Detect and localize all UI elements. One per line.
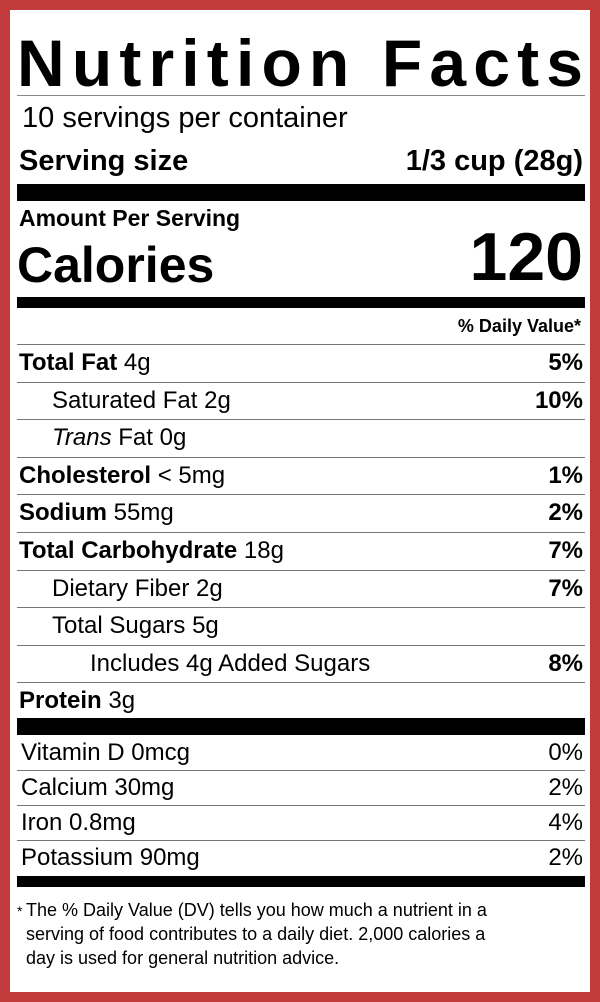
nutrient-amount: 5g	[192, 612, 219, 640]
rule	[17, 569, 585, 571]
rule	[17, 95, 585, 96]
rule	[17, 644, 585, 646]
nutrient-amount: < 5mg	[157, 461, 226, 489]
thick-bar	[17, 297, 585, 308]
nutrient-label: Total Fat 4g	[19, 348, 151, 378]
daily-value: 5%	[548, 349, 583, 376]
nutrient-name: Total Carbohydrate	[19, 537, 238, 564]
rule	[17, 456, 585, 458]
thick-bar	[17, 718, 585, 735]
vitamin-label: Vitamin D 0mcg	[21, 738, 190, 768]
rule	[17, 770, 585, 771]
nutrient-amount: 2g	[196, 574, 223, 602]
nutrient-amount: 4g	[123, 349, 151, 376]
nutrient-name: Cholesterol	[19, 461, 152, 489]
daily-value: 2%	[548, 844, 583, 871]
vitamin-amount: 0.8mg	[69, 809, 136, 836]
vitamin-name: Iron	[21, 809, 63, 836]
serving-size-label: Serving size	[19, 145, 189, 177]
thick-bar	[17, 876, 585, 887]
thick-bar	[17, 184, 585, 201]
title-box: Nutrition Facts	[17, 26, 583, 98]
footnote-line: The % Daily Value (DV) tells you how muc…	[26, 900, 487, 920]
calories-label: Calories	[17, 237, 215, 293]
daily-value: 2%	[548, 499, 583, 527]
vitamin-amount: 90mg	[139, 844, 200, 871]
amount-per-serving: Amount Per Serving	[19, 205, 241, 231]
nutrient-amount: 0g	[159, 424, 187, 452]
nutrient-label: Cholesterol < 5mg	[19, 461, 225, 491]
vitamin-label: Iron 0.8mg	[21, 808, 136, 838]
rule	[17, 682, 585, 684]
daily-value: 10%	[534, 386, 583, 414]
nutrient-label: Sodium 55mg	[19, 498, 174, 528]
calories-value: 120	[469, 219, 583, 295]
nutrient-name: Sodium	[19, 499, 107, 527]
vitamin-label: Potassium 90mg	[21, 843, 200, 873]
nutrient-label: Dietary Fiber 2g	[52, 574, 223, 604]
nutrient-label: Total Sugars 5g	[52, 611, 219, 641]
nutrient-name-italic: Trans	[52, 424, 112, 452]
vitamin-name: Calcium	[21, 774, 108, 801]
footnote-line: serving of food contributes to a daily d…	[26, 924, 486, 944]
daily-value: 4%	[548, 809, 583, 836]
nutrient-name: Includes 4g Added Sugars	[90, 649, 371, 677]
rule	[17, 805, 585, 806]
vitamin-amount: 30mg	[114, 774, 175, 801]
vitamin-label: Calcium 30mg	[21, 773, 174, 803]
nutrient-name: Total Fat	[19, 349, 118, 376]
vitamin-name: Potassium	[21, 844, 134, 871]
nutrient-label: Protein 3g	[19, 686, 135, 716]
footnote-line: day is used for general nutrition advice…	[26, 948, 340, 968]
nutrient-name: Protein	[19, 687, 102, 715]
daily-value: 7%	[548, 574, 583, 602]
nutrient-name: Total Sugars	[52, 612, 186, 640]
daily-value: 1%	[548, 461, 583, 489]
nutrient-amount: 3g	[108, 687, 136, 715]
daily-value-header: % Daily Value*	[457, 316, 581, 336]
daily-value: 2%	[548, 774, 583, 801]
nutrient-label: Saturated Fat 2g	[52, 386, 231, 416]
nutrient-name: Saturated Fat	[52, 386, 198, 414]
nutrient-amount: 55mg	[113, 499, 174, 527]
footnote-mark: *	[17, 903, 23, 919]
rule	[17, 419, 585, 421]
rule	[17, 494, 585, 496]
rule	[17, 381, 585, 383]
serving-size-value: 1/3 cup (28g)	[405, 145, 583, 177]
nutrient-amount: 18g	[243, 537, 284, 564]
daily-value: 8%	[548, 649, 583, 677]
nutrient-label: Total Carbohydrate 18g	[19, 536, 284, 566]
nutrient-label: Includes 4g Added Sugars	[90, 649, 370, 679]
vitamin-amount: 0mcg	[131, 739, 190, 766]
servings: 10 servings per container	[22, 102, 348, 134]
rule	[17, 607, 585, 609]
rule	[17, 840, 585, 841]
nutrient-name: Dietary Fiber	[52, 574, 190, 602]
nutrient-name: Fat	[118, 424, 153, 452]
rule	[17, 532, 585, 533]
rule	[17, 344, 585, 345]
title: Nutrition Facts	[17, 26, 583, 98]
daily-value: 0%	[548, 739, 583, 766]
vitamin-name: Vitamin D	[21, 739, 125, 766]
nutrient-amount: 2g	[204, 386, 231, 414]
nutrient-label: Trans Fat 0g	[52, 423, 186, 453]
daily-value: 7%	[548, 537, 583, 564]
